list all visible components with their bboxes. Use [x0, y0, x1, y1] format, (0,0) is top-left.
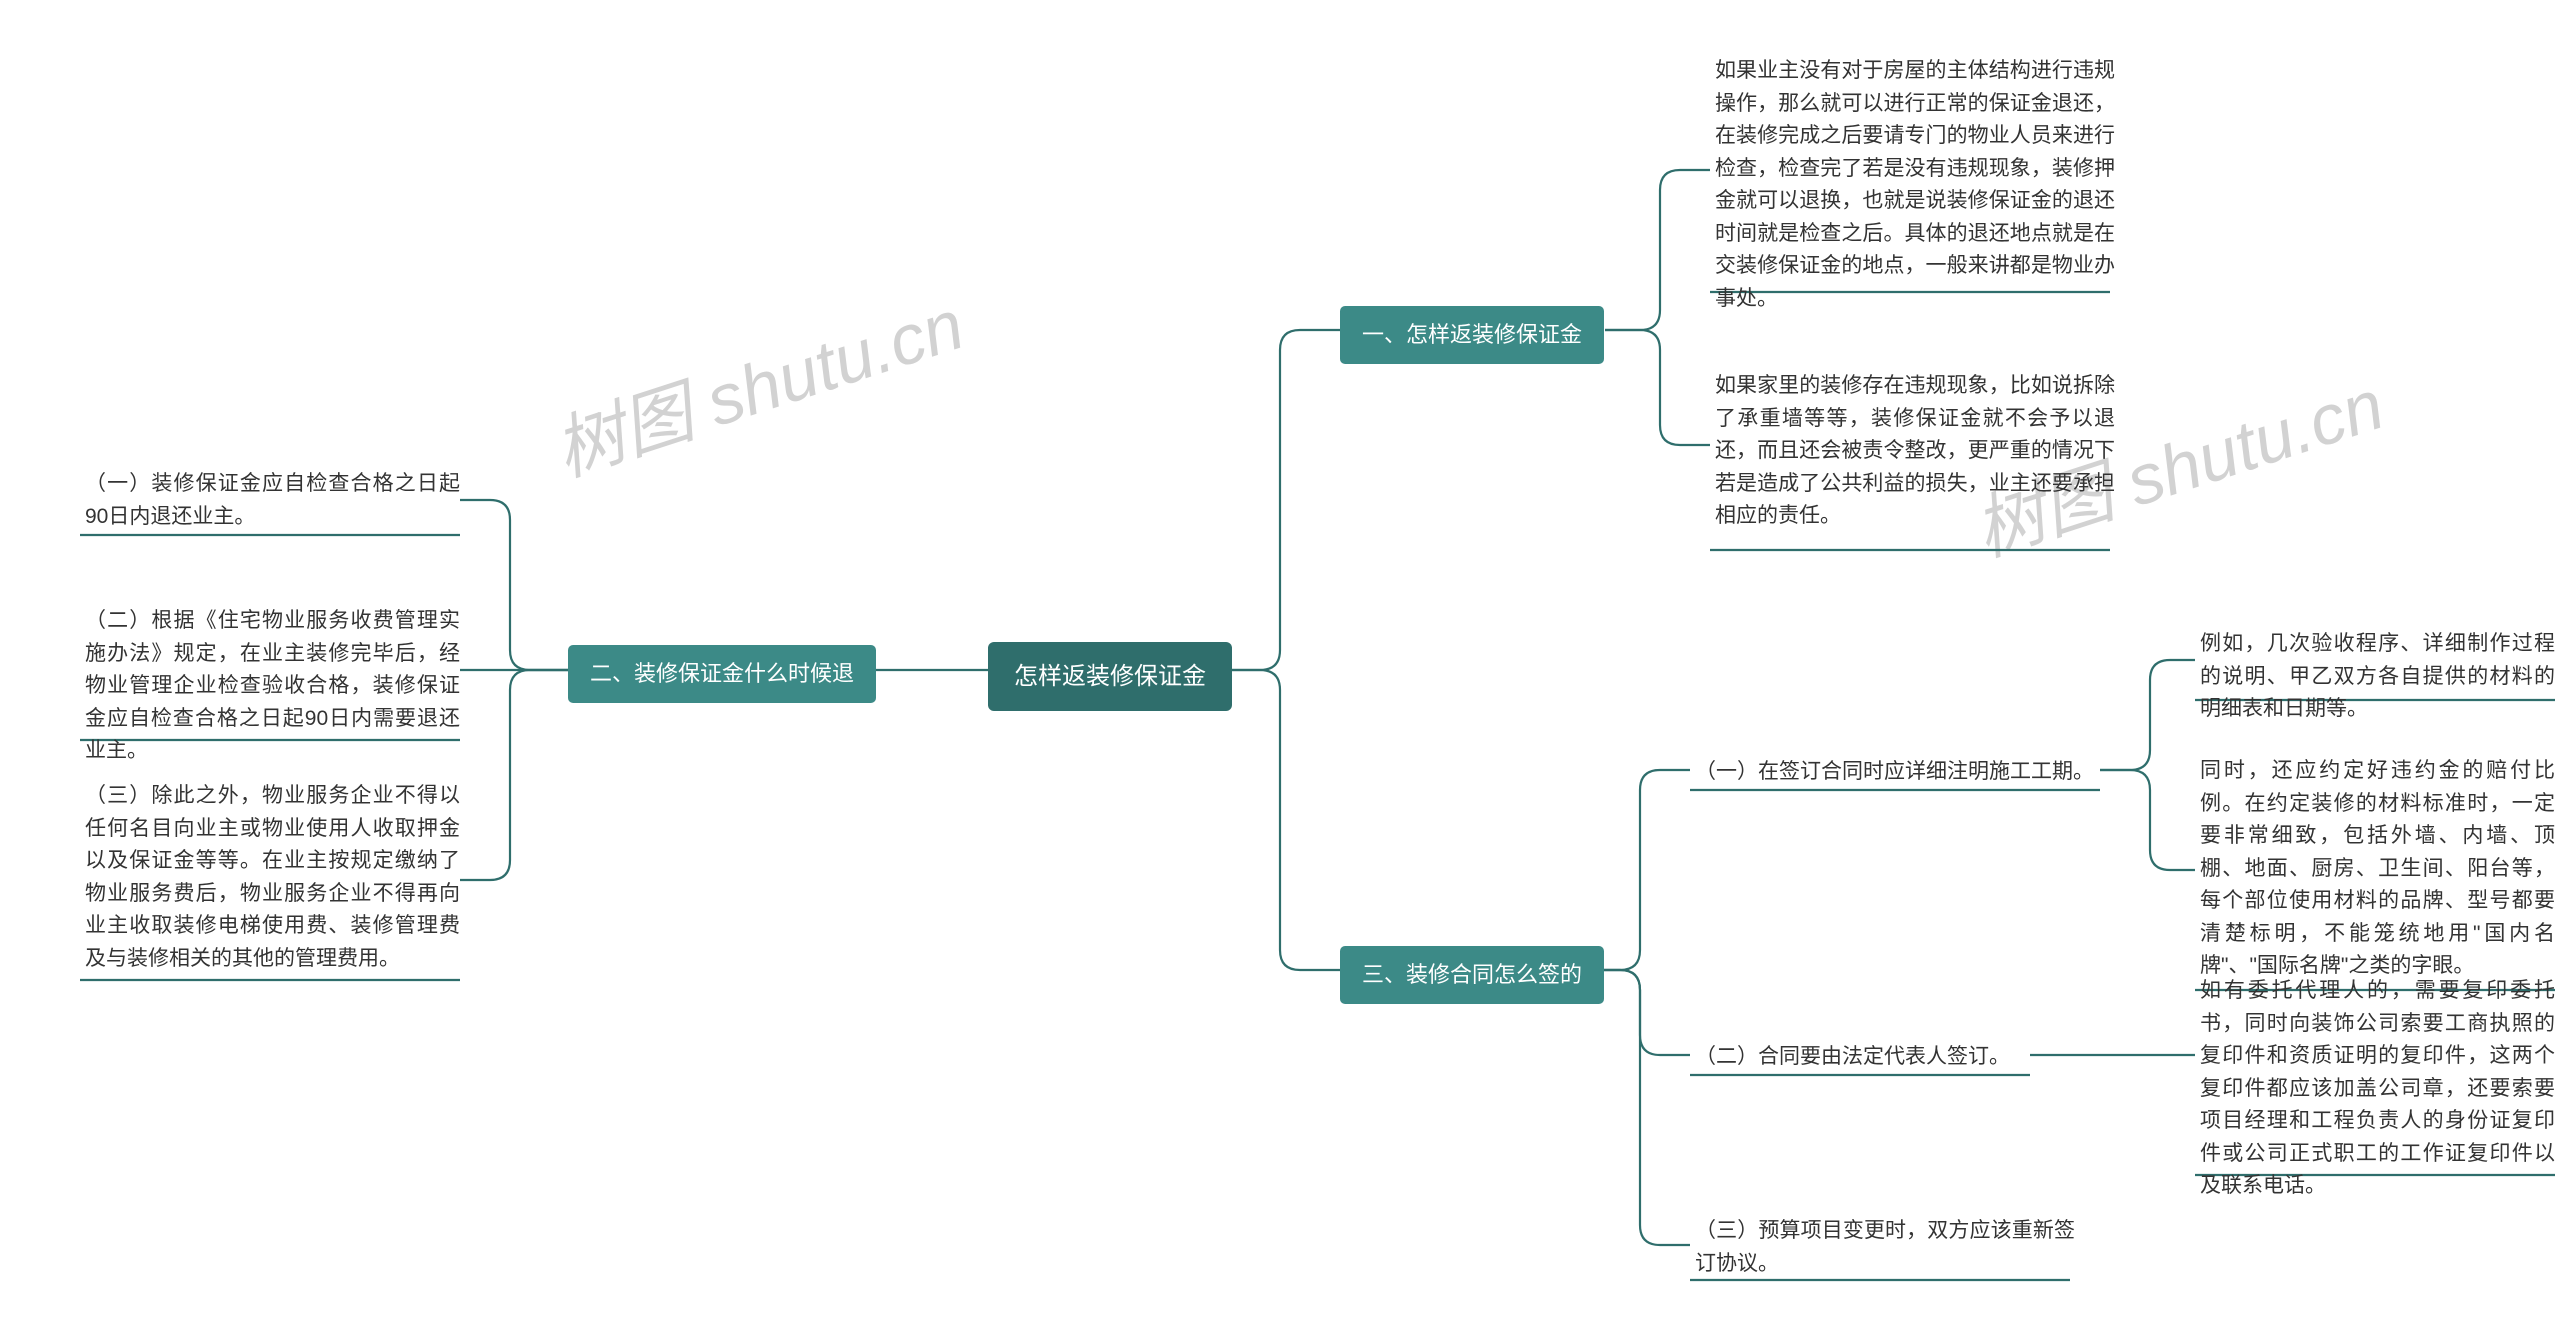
- leaf-b3-1: （一）在签订合同时应详细注明施工工期。: [1695, 756, 2105, 789]
- leaf-b2-2: （二）根据《住宅物业服务收费管理实施办法》规定，在业主装修完毕后，经物业管理企业…: [85, 605, 460, 768]
- branch-how-return[interactable]: 一、怎样返装修保证金: [1340, 306, 1604, 364]
- leaf-b1-2: 如果家里的装修存在违规现象，比如说拆除了承重墙等等，装修保证金就不会予以退还，而…: [1715, 370, 2115, 533]
- leaf-b3-2-sub1: 如有委托代理人的，需要复印委托书，同时向装饰公司索要工商执照的复印件和资质证明的…: [2200, 975, 2555, 1203]
- leaf-b3-1-sub1: 例如，几次验收程序、详细制作过程的说明、甲乙双方各自提供的材料的明细表和日期等。: [2200, 628, 2555, 726]
- leaf-b3-1-sub2: 同时，还应约定好违约金的赔付比例。在约定装修的材料标准时，一定要非常细致，包括外…: [2200, 755, 2555, 983]
- leaf-b3-3: （三）预算项目变更时，双方应该重新签订协议。: [1695, 1215, 2075, 1280]
- leaf-b3-2: （二）合同要由法定代表人签订。: [1695, 1041, 2035, 1074]
- leaf-b2-1: （一）装修保证金应自检查合格之日起90日内退还业主。: [85, 468, 460, 533]
- branch-when-return[interactable]: 二、装修保证金什么时候退: [568, 645, 876, 703]
- root-node[interactable]: 怎样返装修保证金: [988, 642, 1232, 711]
- leaf-b2-3: （三）除此之外，物业服务企业不得以任何名目向业主或物业使用人收取押金以及保证金等…: [85, 780, 460, 975]
- watermark: 树图 shutu.cn: [540, 269, 975, 496]
- branch-contract[interactable]: 三、装修合同怎么签的: [1340, 946, 1604, 1004]
- leaf-b1-1: 如果业主没有对于房屋的主体结构进行违规操作，那么就可以进行正常的保证金退还，在装…: [1715, 55, 2115, 315]
